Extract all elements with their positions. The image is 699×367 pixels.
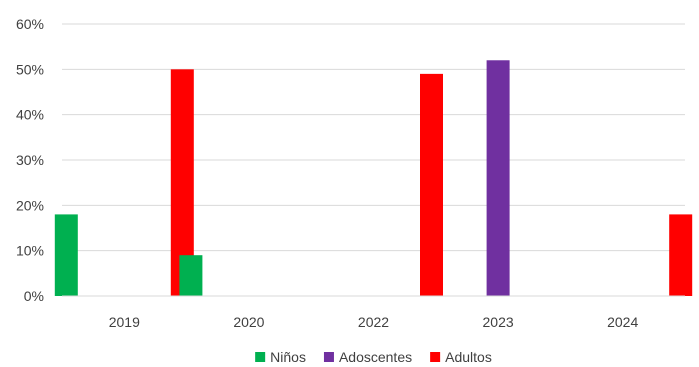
bar-adultos-2022: [420, 73, 443, 296]
bar-adultos-2024: [669, 214, 693, 296]
bar-niños-2019: [54, 214, 78, 296]
y-tick-label: 10%: [16, 243, 44, 259]
bar-niños-2020: [179, 255, 203, 296]
y-tick-label: 40%: [16, 107, 44, 123]
legend-label: Adultos: [445, 349, 492, 365]
legend: Niños Adoscentes Adultos: [255, 349, 492, 365]
x-tick-label: 2020: [233, 314, 264, 330]
legend-swatch-adultos: [430, 352, 441, 362]
y-tick-label: 20%: [16, 197, 44, 213]
legend-label: Adoscentes: [339, 349, 412, 365]
legend-label: Niños: [270, 349, 306, 365]
y-tick-label: 0%: [24, 288, 44, 304]
x-tick-label: 2019: [109, 314, 140, 330]
x-tick-label: 2022: [358, 314, 389, 330]
bar-adoscentes-2023: [486, 60, 510, 297]
y-axis-ticks: 0% 10% 20% 30% 40% 50% 60%: [16, 16, 44, 304]
bar-adultos-2019: [170, 69, 194, 296]
gridlines: [62, 23, 685, 252]
y-tick-label: 30%: [16, 152, 44, 168]
x-axis-ticks: 2019 2020 2022 2023 2024: [109, 314, 639, 330]
bars: [54, 60, 693, 297]
y-tick-label: 50%: [16, 61, 44, 77]
y-tick-label: 60%: [16, 16, 44, 32]
x-tick-label: 2024: [607, 314, 638, 330]
legend-swatch-adoscentes: [323, 352, 334, 362]
legend-swatch-niños: [255, 352, 266, 362]
x-tick-label: 2023: [483, 314, 514, 330]
